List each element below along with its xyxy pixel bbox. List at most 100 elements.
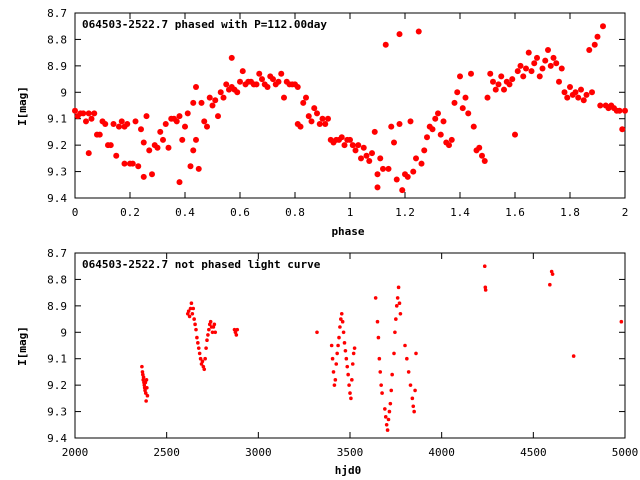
- data-point: [550, 272, 555, 276]
- data-point: [373, 296, 378, 300]
- data-point: [176, 179, 183, 186]
- data-point: [212, 97, 219, 104]
- data-point: [448, 136, 455, 143]
- data-point: [308, 118, 315, 125]
- data-point: [160, 136, 166, 143]
- data-point: [525, 49, 532, 56]
- data-point: [506, 81, 513, 88]
- data-point: [213, 330, 218, 335]
- data-point: [193, 322, 197, 327]
- data-point: [410, 396, 415, 401]
- data-point: [424, 134, 430, 141]
- data-point: [349, 142, 356, 149]
- data-point: [215, 113, 221, 120]
- data-point: [390, 372, 394, 377]
- x-tick-label: 0: [72, 206, 79, 219]
- data-point: [294, 84, 301, 90]
- data-point: [198, 356, 203, 361]
- axis-ticks: [74, 252, 626, 439]
- data-point: [121, 160, 128, 167]
- data-point: [88, 115, 95, 122]
- y-tick-label: 9.2: [47, 379, 67, 392]
- y-axis-label: I[mag]: [16, 86, 29, 126]
- data-point: [366, 158, 373, 164]
- data-point: [380, 391, 384, 395]
- data-point: [564, 94, 571, 101]
- data-point: [375, 319, 380, 324]
- x-axis-label: hjd0: [335, 464, 362, 477]
- data-point: [144, 378, 149, 382]
- data-point: [394, 304, 399, 308]
- data-point: [407, 118, 414, 125]
- data-point: [432, 115, 439, 122]
- data-point: [157, 128, 164, 135]
- data-point: [523, 65, 529, 72]
- data-point: [536, 73, 543, 80]
- data-point: [548, 282, 552, 287]
- data-point: [399, 187, 406, 194]
- data-point: [385, 165, 392, 172]
- y-tick-label: 8.9: [47, 300, 67, 313]
- data-point: [205, 338, 209, 343]
- data-point: [118, 118, 125, 125]
- x-axis-label: phase: [331, 225, 364, 238]
- data-point: [319, 115, 326, 122]
- data-point: [165, 144, 172, 151]
- data-point: [234, 89, 241, 96]
- data-point: [347, 383, 351, 387]
- data-point: [388, 401, 393, 406]
- data-point: [338, 134, 345, 141]
- data-point: [360, 144, 367, 151]
- data-point: [206, 333, 210, 337]
- data-point: [176, 113, 183, 120]
- data-point: [138, 126, 144, 133]
- data-point: [349, 396, 353, 401]
- data-point: [413, 155, 419, 162]
- data-point: [418, 160, 425, 167]
- data-point: [341, 142, 348, 149]
- data-point: [124, 121, 131, 127]
- data-point: [196, 341, 200, 345]
- data-point: [191, 306, 196, 311]
- data-point: [339, 311, 344, 316]
- data-point: [384, 422, 389, 427]
- data-point: [512, 131, 518, 138]
- data-point: [140, 370, 145, 374]
- data-point: [374, 184, 381, 191]
- data-point: [341, 330, 346, 335]
- data-point: [198, 99, 205, 106]
- data-point: [397, 301, 402, 306]
- data-point: [619, 319, 624, 324]
- data-point: [234, 333, 239, 337]
- data-point: [391, 139, 397, 146]
- x-tick-label: 0.8: [285, 206, 305, 219]
- data-point: [457, 73, 463, 80]
- data-point: [369, 150, 375, 157]
- data-point: [303, 94, 309, 101]
- data-point: [315, 330, 319, 335]
- data-point: [162, 121, 169, 127]
- data-point: [270, 76, 276, 83]
- data-point: [396, 121, 403, 127]
- data-point: [389, 388, 394, 393]
- data-point: [351, 351, 356, 356]
- data-point: [235, 327, 240, 332]
- data-point: [343, 348, 348, 353]
- y-axis-label: I[mag]: [16, 326, 29, 366]
- data-point: [408, 383, 413, 387]
- data-point: [193, 136, 199, 143]
- data-point: [539, 65, 546, 72]
- data-point: [209, 102, 216, 109]
- data-point: [479, 152, 485, 159]
- data-point: [196, 346, 201, 350]
- data-point: [182, 123, 188, 130]
- x-tick-label: 1.8: [560, 206, 580, 219]
- data-point: [146, 147, 153, 154]
- data-point: [338, 325, 342, 329]
- x-tick-label: 2000: [62, 446, 89, 459]
- data-point: [382, 41, 389, 48]
- data-point: [383, 415, 388, 419]
- y-tick-label: 9.3: [47, 166, 67, 179]
- data-point: [189, 301, 194, 306]
- data-point: [329, 343, 334, 348]
